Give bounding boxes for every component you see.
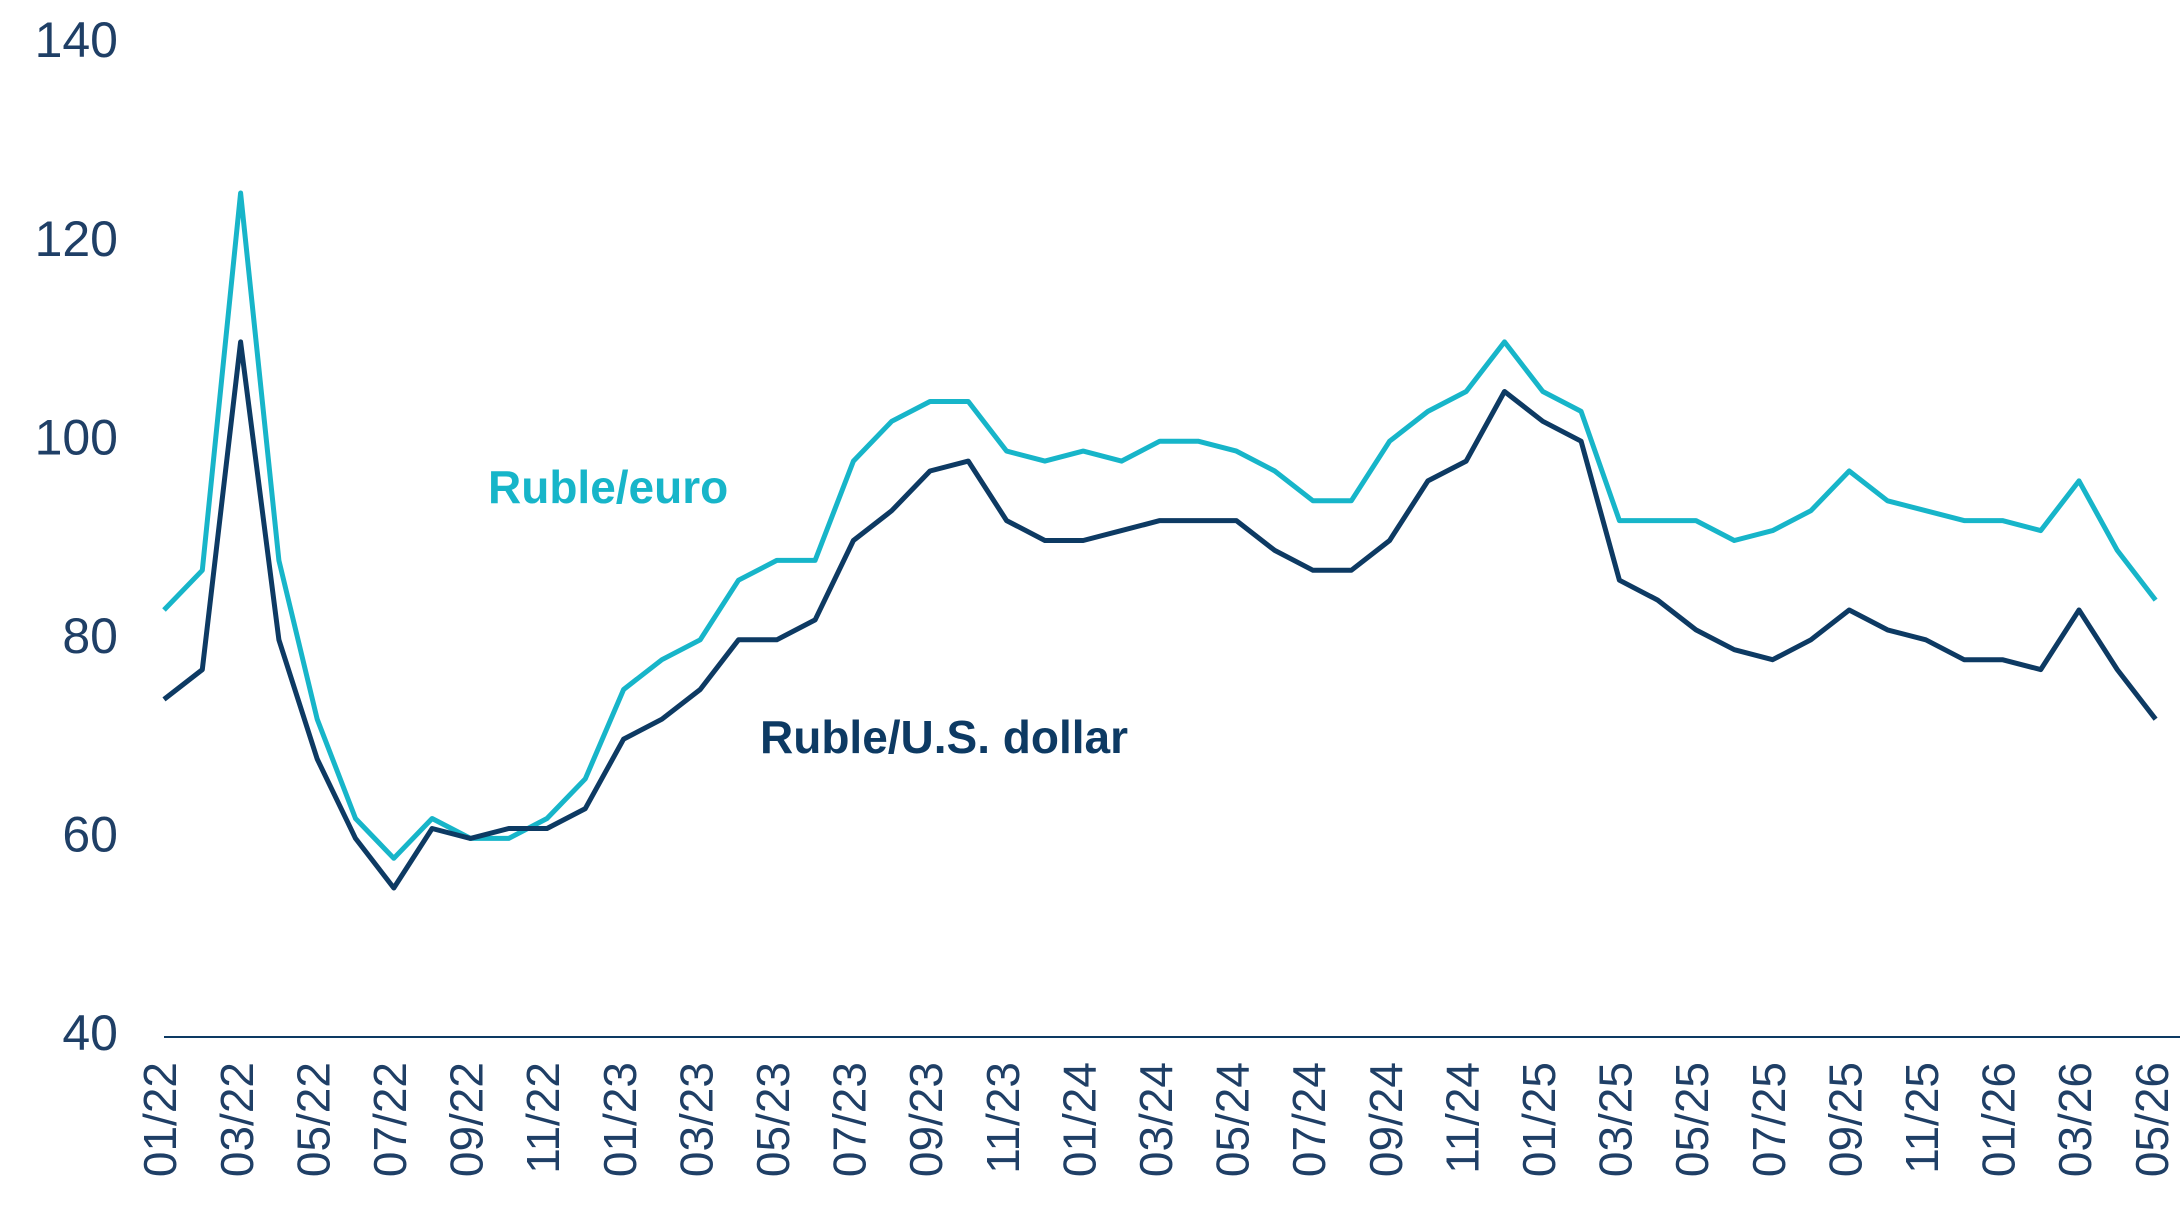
series-line xyxy=(162,339,2158,891)
x-tick-label: 03/23 xyxy=(670,1062,722,1177)
x-tick-label: 07/24 xyxy=(1283,1062,1335,1177)
x-tick-label: 11/23 xyxy=(977,1062,1029,1174)
x-tick-label: 03/22 xyxy=(211,1062,263,1177)
x-tick-label: 11/25 xyxy=(1896,1062,1948,1174)
x-tick-label: 07/25 xyxy=(1743,1062,1795,1177)
x-tick-label: 03/24 xyxy=(1130,1062,1182,1177)
y-tick-label: 80 xyxy=(62,608,118,664)
x-tick-label: 03/25 xyxy=(1590,1062,1642,1177)
y-tick-label: 40 xyxy=(62,1005,118,1061)
y-tick-label: 140 xyxy=(35,12,118,68)
x-tick-label: 07/23 xyxy=(824,1062,876,1177)
x-tick-label: 09/22 xyxy=(441,1062,493,1177)
x-tick-label: 03/26 xyxy=(2049,1062,2101,1177)
x-tick-label: 01/23 xyxy=(594,1062,646,1177)
y-tick-label: 60 xyxy=(62,807,118,863)
x-tick-label: 09/25 xyxy=(1819,1062,1871,1177)
x-tick-label: 01/25 xyxy=(1513,1062,1565,1177)
series-label: Ruble/U.S. dollar xyxy=(760,711,1128,763)
x-tick-label: 05/25 xyxy=(1666,1062,1718,1177)
x-tick-label: 09/23 xyxy=(900,1062,952,1177)
x-tick-label: 07/22 xyxy=(364,1062,416,1177)
x-tick-label: 01/22 xyxy=(134,1062,186,1177)
series-label: Ruble/euro xyxy=(488,461,728,513)
x-tick-label: 05/22 xyxy=(287,1062,339,1177)
x-tick-label: 09/24 xyxy=(1360,1062,1412,1177)
x-tick-label: 05/24 xyxy=(1207,1062,1259,1177)
x-tick-label: 11/24 xyxy=(1436,1062,1488,1174)
x-tick-label: 05/23 xyxy=(747,1062,799,1177)
x-tick-label: 01/26 xyxy=(1973,1062,2025,1177)
x-tick-label: 01/24 xyxy=(1053,1062,1105,1177)
series-line xyxy=(162,190,2158,861)
y-tick-label: 120 xyxy=(35,211,118,267)
x-tick-label: 05/26 xyxy=(2126,1062,2178,1177)
y-tick-label: 100 xyxy=(35,409,118,465)
x-tick-label: 11/22 xyxy=(517,1062,569,1174)
